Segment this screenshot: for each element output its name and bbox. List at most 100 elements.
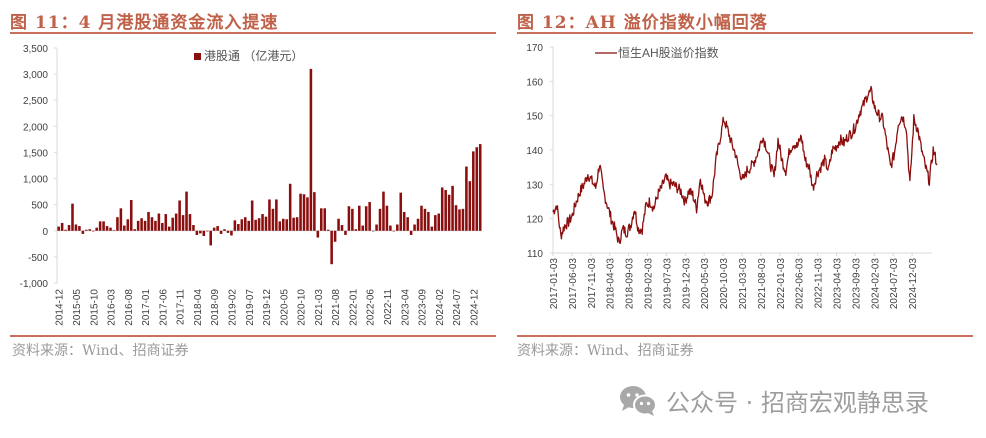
- bar: [444, 190, 447, 231]
- bar: [299, 193, 302, 231]
- x-tick-label: 2018-04-03: [606, 258, 617, 310]
- bar: [313, 192, 316, 231]
- x-tick-label: 2022-11-03: [814, 258, 825, 309]
- figure-12-title: 图 12：AH 溢价指数小幅回落: [517, 13, 768, 33]
- source-divider: [517, 335, 973, 337]
- x-tick-label: 2019-12-03: [681, 258, 692, 310]
- watermark-text: 公众号 · 招商宏观静思录: [666, 389, 929, 417]
- bar: [154, 220, 157, 231]
- bar: [161, 222, 164, 231]
- bar: [243, 217, 247, 231]
- bar: [275, 199, 278, 231]
- y-tick-label: 3,000: [23, 70, 48, 81]
- x-tick-label: 2014-12: [55, 289, 66, 326]
- bar: [268, 199, 271, 231]
- bar: [382, 191, 385, 231]
- bar: [257, 218, 261, 231]
- bar: [264, 216, 268, 231]
- x-tick-label: 2024-02-03: [870, 258, 881, 310]
- bar: [278, 221, 282, 231]
- bar: [185, 191, 188, 231]
- x-tick-label: 2019-07: [245, 289, 256, 326]
- source-note: 资料来源：Wind、招商证券: [12, 343, 189, 359]
- y-tick-label: 3,500: [23, 44, 48, 55]
- bar: [129, 199, 133, 231]
- bar: [413, 224, 416, 231]
- bar: [440, 187, 444, 231]
- bar: [164, 214, 168, 231]
- bar: [57, 226, 60, 231]
- y-tick-label: 160: [526, 77, 543, 88]
- bar: [199, 230, 202, 234]
- bar: [202, 230, 206, 236]
- x-tick-label: 2020-10-03: [719, 258, 730, 310]
- bar: [98, 221, 102, 231]
- bar: [302, 194, 306, 231]
- bar: [67, 225, 71, 231]
- y-tick-label: 500: [31, 201, 48, 212]
- bar: [123, 225, 126, 231]
- x-tick-label: 2019-02: [227, 289, 238, 326]
- wechat-icon: [620, 385, 657, 416]
- bar: [116, 217, 119, 231]
- x-tick-label: 2017-01-03: [549, 258, 560, 310]
- bar: [378, 208, 382, 231]
- y-tick-label: 140: [526, 146, 543, 157]
- bar: [223, 229, 226, 231]
- bar: [195, 230, 199, 235]
- x-tick-label: 2022-06-03: [795, 258, 806, 310]
- bar: [326, 229, 330, 231]
- legend-label: 恒生AH股溢价指数: [618, 45, 719, 60]
- bar: [451, 185, 454, 231]
- bar: [402, 211, 406, 231]
- bar: [205, 230, 209, 232]
- x-tick-label: 2024-07-03: [889, 258, 900, 310]
- bar: [351, 208, 354, 231]
- x-tick-label: 2022-11: [383, 289, 394, 325]
- bar: [447, 194, 451, 231]
- y-tick-label: 130: [526, 180, 543, 191]
- bar: [281, 218, 285, 231]
- bar: [109, 227, 112, 231]
- y-tick-label: -500: [28, 253, 48, 264]
- bar: [71, 203, 74, 231]
- x-tick-label: 2021-03: [314, 289, 325, 326]
- source-note: 资料来源：Wind、招商证券: [517, 343, 694, 359]
- source-divider: [10, 335, 496, 337]
- x-tick-label: 2017-06-03: [568, 258, 579, 310]
- bar: [212, 227, 216, 231]
- bar: [188, 214, 192, 231]
- bar: [468, 181, 472, 231]
- bar: [237, 223, 240, 231]
- bar: [309, 68, 313, 231]
- bar: [465, 166, 468, 231]
- bar: [375, 224, 378, 231]
- y-tick-label: -1,000: [20, 279, 49, 290]
- y-tick-label: 2,000: [23, 122, 48, 133]
- x-tick-label: 2024-12: [469, 289, 480, 326]
- bar: [150, 217, 154, 231]
- bar: [102, 221, 105, 231]
- bar: [126, 219, 130, 231]
- x-tick-label: 2020-05: [279, 289, 290, 326]
- bar: [478, 144, 482, 231]
- bar: [340, 225, 344, 231]
- bar: [136, 220, 140, 231]
- bar: [430, 226, 434, 231]
- x-tick-label: 2016-03: [107, 289, 118, 326]
- legend-swatch: [194, 53, 201, 60]
- bar: [361, 225, 365, 231]
- bar: [230, 230, 233, 236]
- x-tick-label: 2022-06: [366, 289, 377, 326]
- bar: [78, 226, 81, 231]
- bar: [344, 230, 347, 235]
- bar: [174, 213, 178, 231]
- wechat-watermark: 公众号 · 招商宏观静思录: [618, 383, 929, 418]
- bar: [74, 224, 78, 231]
- x-tick-label: 2015-05: [72, 289, 83, 326]
- bar: [306, 197, 309, 231]
- legend-label: 港股通 （亿港元）: [204, 48, 303, 63]
- x-tick-label: 2020-10: [297, 289, 308, 326]
- x-tick-label: 2023-04: [400, 289, 411, 326]
- bar: [209, 230, 212, 246]
